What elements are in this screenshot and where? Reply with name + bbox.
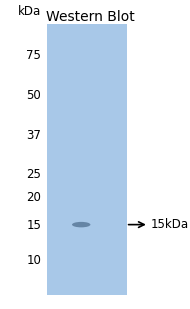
Text: 15kDa: 15kDa xyxy=(150,218,188,231)
Text: 37: 37 xyxy=(26,129,41,142)
Text: 25: 25 xyxy=(26,168,41,181)
FancyBboxPatch shape xyxy=(48,24,127,295)
Text: 50: 50 xyxy=(27,89,41,102)
Text: 75: 75 xyxy=(26,49,41,62)
Text: kDa: kDa xyxy=(18,5,41,18)
Text: 15: 15 xyxy=(26,219,41,232)
Text: Western Blot: Western Blot xyxy=(46,10,135,24)
Text: 20: 20 xyxy=(26,191,41,204)
Text: 10: 10 xyxy=(26,254,41,267)
Ellipse shape xyxy=(72,222,90,227)
